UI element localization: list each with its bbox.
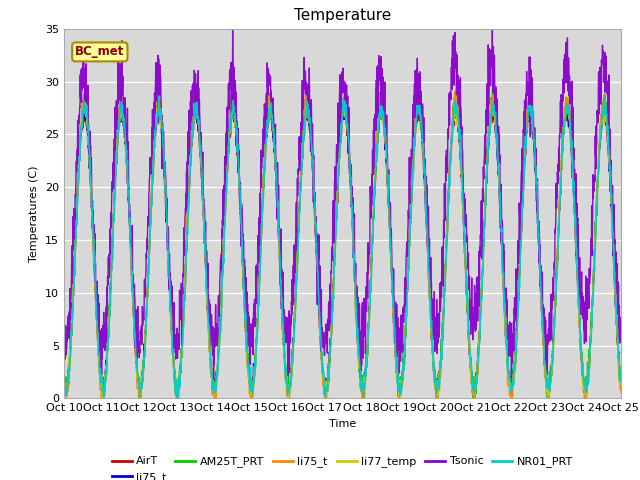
Title: Temperature: Temperature: [294, 9, 391, 24]
Legend: AirT, li75_t, AM25T_PRT, li75_t, li77_temp, Tsonic, NR01_PRT: AirT, li75_t, AM25T_PRT, li75_t, li77_te…: [108, 452, 577, 480]
X-axis label: Time: Time: [329, 419, 356, 429]
Y-axis label: Temperatures (C): Temperatures (C): [29, 165, 40, 262]
Text: BC_met: BC_met: [75, 46, 125, 59]
